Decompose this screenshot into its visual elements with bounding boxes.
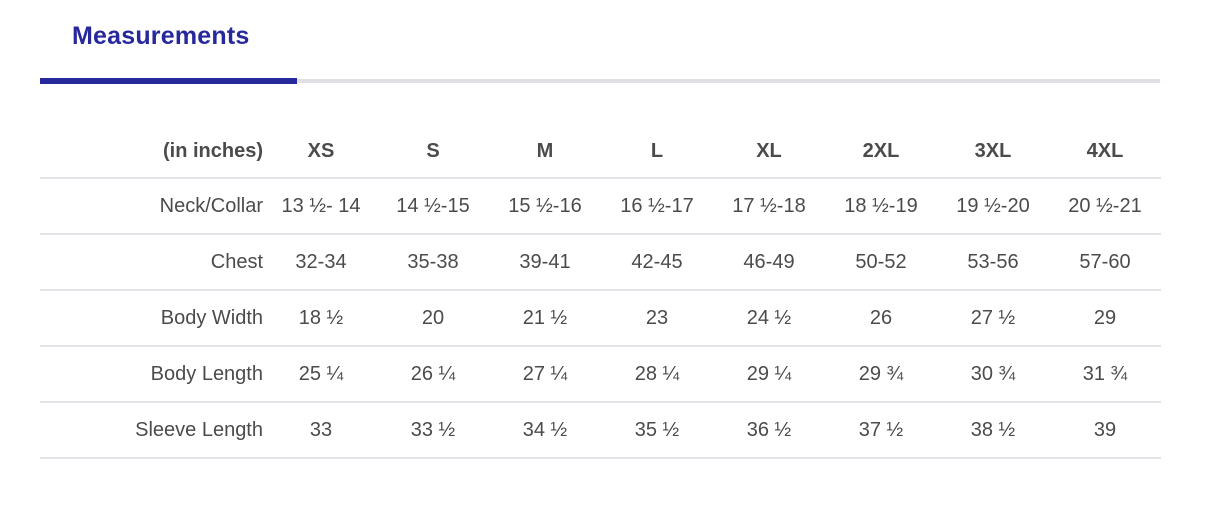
unit-header: (in inches) (40, 125, 265, 179)
cell: 18 ½ (265, 290, 377, 347)
table-row: Sleeve Length 33 33 ½ 34 ½ 35 ½ 36 ½ 37 … (40, 402, 1161, 459)
row-label: Body Length (40, 346, 265, 403)
cell: 25 ¼ (265, 346, 377, 403)
measurements-section: Measurements (in inches) XS S M L XL 2XL… (40, 0, 1161, 459)
cell: 39 (1049, 402, 1161, 459)
cell: 30 ¾ (937, 346, 1049, 403)
cell: 36 ½ (713, 402, 825, 459)
cell: 15 ½-16 (489, 178, 601, 235)
cell: 27 ¼ (489, 346, 601, 403)
cell: 35-38 (377, 234, 489, 291)
row-label: Sleeve Length (40, 402, 265, 459)
cell: 21 ½ (489, 290, 601, 347)
cell: 50-52 (825, 234, 937, 291)
table-header-row: (in inches) XS S M L XL 2XL 3XL 4XL (40, 125, 1161, 179)
row-label: Chest (40, 234, 265, 291)
cell: 20 ½-21 (1049, 178, 1161, 235)
cell: 24 ½ (713, 290, 825, 347)
row-label: Body Width (40, 290, 265, 347)
cell: 20 (377, 290, 489, 347)
table-row: Body Width 18 ½ 20 21 ½ 23 24 ½ 26 27 ½ … (40, 290, 1161, 347)
cell: 23 (601, 290, 713, 347)
column-header-s: S (377, 125, 489, 179)
cell: 13 ½- 14 (265, 178, 377, 235)
cell: 28 ¼ (601, 346, 713, 403)
table-row: Chest 32-34 35-38 39-41 42-45 46-49 50-5… (40, 234, 1161, 291)
cell: 32-34 (265, 234, 377, 291)
cell: 29 ¼ (713, 346, 825, 403)
column-header-m: M (489, 125, 601, 179)
cell: 37 ½ (825, 402, 937, 459)
cell: 26 (825, 290, 937, 347)
column-header-xs: XS (265, 125, 377, 179)
cell: 17 ½-18 (713, 178, 825, 235)
cell: 33 ½ (377, 402, 489, 459)
cell: 29 (1049, 290, 1161, 347)
cell: 35 ½ (601, 402, 713, 459)
column-header-l: L (601, 125, 713, 179)
cell: 31 ¾ (1049, 346, 1161, 403)
cell: 53-56 (937, 234, 1049, 291)
size-chart-table: (in inches) XS S M L XL 2XL 3XL 4XL Neck… (40, 125, 1161, 459)
cell: 19 ½-20 (937, 178, 1049, 235)
inactive-rule (297, 79, 1160, 83)
row-label: Neck/Collar (40, 178, 265, 235)
table-row: Body Length 25 ¼ 26 ¼ 27 ¼ 28 ¼ 29 ¼ 29 … (40, 346, 1161, 403)
cell: 57-60 (1049, 234, 1161, 291)
tab-measurements[interactable]: Measurements (72, 22, 250, 50)
cell: 14 ½-15 (377, 178, 489, 235)
cell: 27 ½ (937, 290, 1049, 347)
cell: 42-45 (601, 234, 713, 291)
cell: 39-41 (489, 234, 601, 291)
cell: 16 ½-17 (601, 178, 713, 235)
cell: 38 ½ (937, 402, 1049, 459)
table-row: Neck/Collar 13 ½- 14 14 ½-15 15 ½-16 16 … (40, 178, 1161, 235)
cell: 33 (265, 402, 377, 459)
active-tab-indicator (40, 78, 297, 84)
section-divider (40, 78, 1160, 84)
cell: 46-49 (713, 234, 825, 291)
cell: 29 ¾ (825, 346, 937, 403)
cell: 34 ½ (489, 402, 601, 459)
column-header-4xl: 4XL (1049, 125, 1161, 179)
column-header-xl: XL (713, 125, 825, 179)
column-header-2xl: 2XL (825, 125, 937, 179)
column-header-3xl: 3XL (937, 125, 1049, 179)
cell: 18 ½-19 (825, 178, 937, 235)
cell: 26 ¼ (377, 346, 489, 403)
